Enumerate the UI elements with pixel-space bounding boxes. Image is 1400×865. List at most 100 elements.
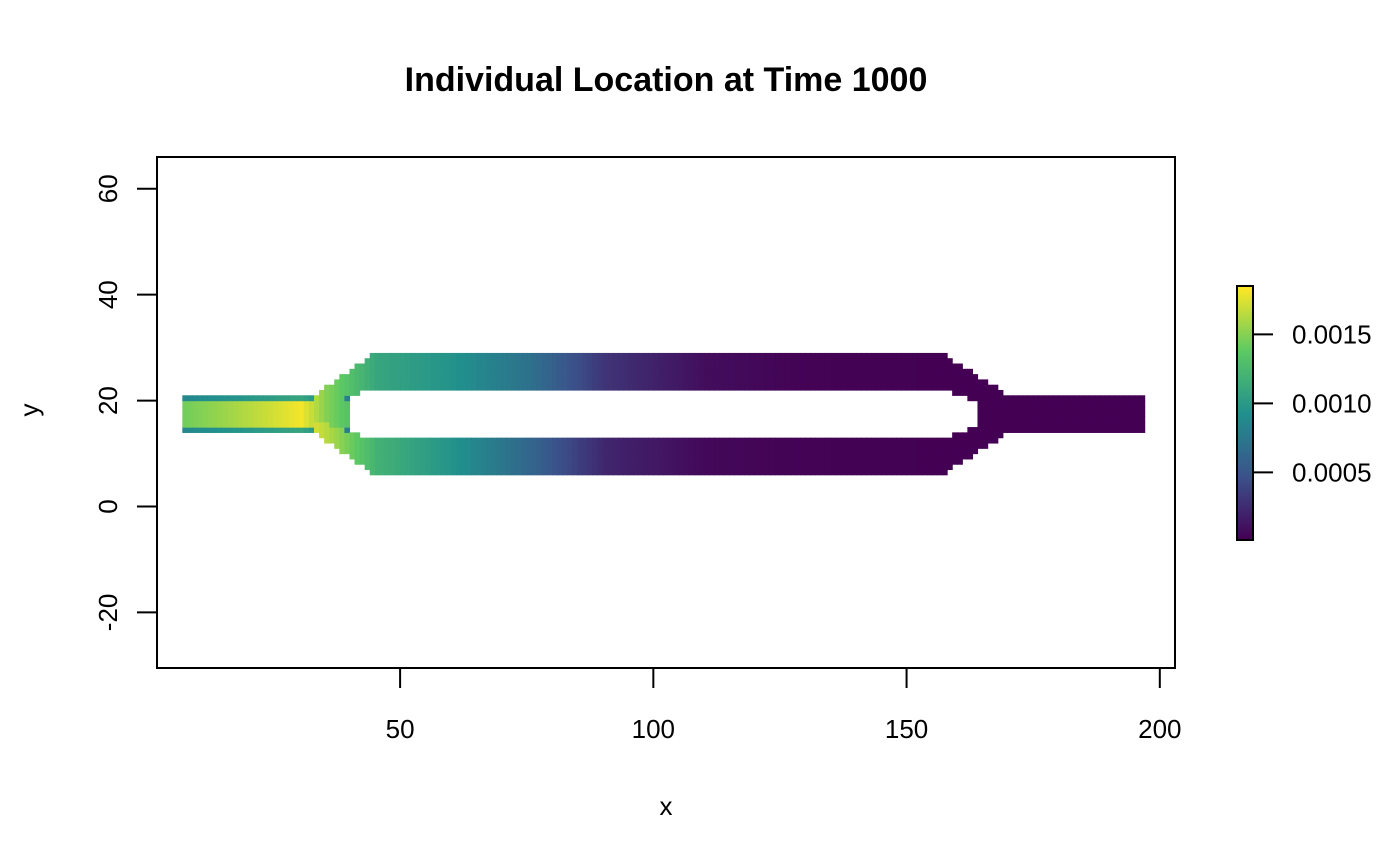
heatmap-cell xyxy=(597,368,604,375)
heatmap-cell xyxy=(552,442,558,449)
heatmap-cell xyxy=(410,384,416,391)
heatmap-cell xyxy=(810,368,816,375)
heatmap-cell xyxy=(612,453,619,460)
heatmap-cell xyxy=(825,368,832,375)
heatmap-cell xyxy=(633,384,639,391)
heatmap-cell xyxy=(1099,427,1105,433)
heatmap-cell xyxy=(1114,427,1120,433)
heatmap-cell xyxy=(389,448,396,455)
heatmap-cell xyxy=(516,352,523,359)
heatmap-cell xyxy=(389,358,396,365)
heatmap-cell xyxy=(607,437,614,444)
heatmap-cell xyxy=(334,395,340,402)
heatmap-cell xyxy=(1088,411,1095,418)
heatmap-cell xyxy=(359,442,366,449)
heatmap-cell xyxy=(1028,400,1034,407)
heatmap-cell xyxy=(1063,411,1070,418)
heatmap-cell xyxy=(481,363,487,370)
colorbar-segment xyxy=(1237,457,1253,461)
heatmap-cell xyxy=(572,442,578,449)
heatmap-cell xyxy=(698,458,705,465)
heatmap-cell xyxy=(491,453,497,460)
heatmap-cell xyxy=(420,358,427,365)
heatmap-cell xyxy=(1012,395,1019,402)
colorbar-segment xyxy=(1237,482,1253,486)
heatmap-cell xyxy=(364,379,371,386)
heatmap-cell xyxy=(562,368,568,375)
heatmap-cell xyxy=(734,384,741,391)
heatmap-cell xyxy=(612,368,619,375)
x-tick-label: 100 xyxy=(632,714,675,744)
heatmap-cell xyxy=(643,374,649,381)
heatmap-cell xyxy=(886,453,892,460)
colorbar-segment xyxy=(1237,292,1253,296)
heatmap-cell xyxy=(800,442,806,449)
heatmap-cell xyxy=(501,448,508,455)
heatmap-cell xyxy=(688,368,695,375)
heatmap-cell xyxy=(501,453,508,460)
heatmap-cell xyxy=(531,448,538,455)
heatmap-cell xyxy=(248,421,254,428)
colorbar-segment xyxy=(1237,495,1253,499)
heatmap-cell xyxy=(749,379,756,386)
heatmap-cell xyxy=(855,384,862,391)
heatmap-cell xyxy=(1053,400,1060,407)
heatmap-cell xyxy=(926,379,933,386)
heatmap-cell xyxy=(207,411,214,418)
heatmap-cell xyxy=(430,442,437,449)
heatmap-cell xyxy=(936,384,943,391)
heatmap-cell xyxy=(1078,400,1085,407)
colorbar-segment xyxy=(1237,406,1253,410)
heatmap-cell xyxy=(395,384,401,391)
heatmap-cell xyxy=(845,363,852,370)
heatmap-cell xyxy=(719,374,725,381)
heatmap-cell xyxy=(703,448,710,455)
heatmap-cell xyxy=(364,374,371,381)
heatmap-cell xyxy=(759,358,766,365)
heatmap-cell xyxy=(607,469,614,476)
heatmap-cell xyxy=(516,458,523,465)
heatmap-cell xyxy=(653,379,659,386)
heatmap-cell xyxy=(698,379,705,386)
heatmap-cell xyxy=(531,379,538,386)
heatmap-cell xyxy=(714,458,720,465)
heatmap-cell xyxy=(430,368,437,375)
heatmap-cell xyxy=(638,352,644,359)
heatmap-cell xyxy=(440,469,447,476)
heatmap-cell xyxy=(622,379,629,386)
colorbar-segment xyxy=(1237,451,1253,454)
heatmap-cell xyxy=(774,358,781,365)
heatmap-cell xyxy=(263,416,270,423)
heatmap-cell xyxy=(592,469,599,476)
heatmap-cell xyxy=(516,374,523,381)
heatmap-cell xyxy=(987,432,994,439)
heatmap-cell xyxy=(936,453,943,460)
heatmap-cell xyxy=(719,384,725,391)
colorbar-segment xyxy=(1237,427,1253,431)
heatmap-cell xyxy=(384,352,391,359)
heatmap-cell xyxy=(521,448,528,455)
heatmap-cell xyxy=(749,384,756,391)
heatmap-cell xyxy=(552,448,558,455)
heatmap-cell xyxy=(668,374,675,381)
heatmap-cell xyxy=(754,352,761,359)
heatmap-cell xyxy=(541,379,548,386)
heatmap-cell xyxy=(622,363,629,370)
heatmap-cell xyxy=(977,437,984,444)
heatmap-cell xyxy=(572,453,578,460)
heatmap-cell xyxy=(703,374,710,381)
heatmap-cell xyxy=(800,374,806,381)
heatmap-cell xyxy=(405,458,411,465)
heatmap-cell xyxy=(491,442,497,449)
heatmap-cell xyxy=(395,368,401,375)
heatmap-cell xyxy=(790,464,796,471)
heatmap-cell xyxy=(638,384,644,391)
heatmap-cell xyxy=(795,358,801,365)
heatmap-cell xyxy=(871,374,877,381)
colorbar-segment xyxy=(1237,290,1253,293)
heatmap-cell xyxy=(774,448,781,455)
heatmap-cell xyxy=(876,442,882,449)
heatmap-cell xyxy=(764,379,771,386)
heatmap-cell xyxy=(227,421,234,428)
